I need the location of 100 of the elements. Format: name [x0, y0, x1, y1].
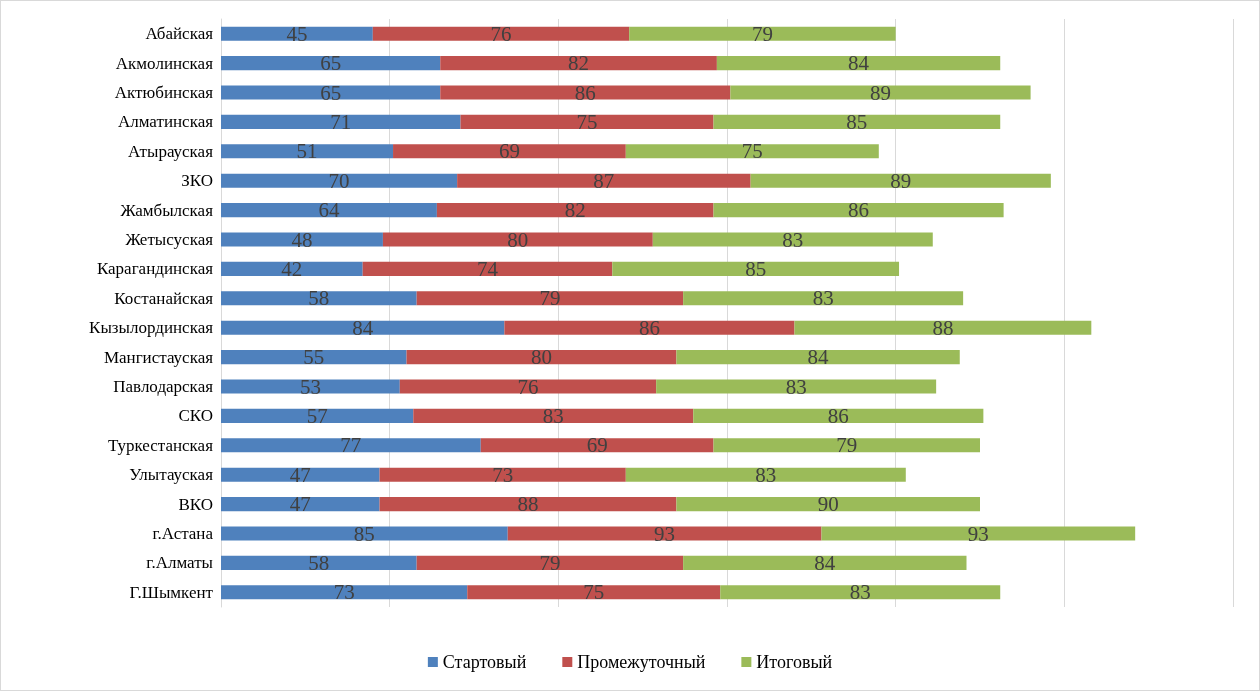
y-tick-label: г.Астана	[152, 524, 214, 543]
data-label: 45	[286, 21, 308, 46]
y-tick-label: Атырауская	[128, 141, 214, 161]
data-label: 84	[352, 315, 374, 340]
data-label: 80	[530, 345, 552, 370]
data-label: 86	[848, 198, 870, 223]
data-label: 84	[848, 51, 870, 76]
bar	[467, 585, 721, 600]
bar	[221, 438, 481, 453]
bar	[656, 379, 937, 394]
legend-label: Промежуточный	[577, 652, 706, 672]
data-label: 42	[281, 256, 303, 281]
bar	[625, 144, 879, 159]
bar	[652, 232, 933, 247]
bar	[221, 467, 380, 482]
data-label: 71	[330, 109, 352, 134]
data-label: 89	[869, 80, 891, 105]
data-label: 64	[318, 198, 340, 223]
bar	[221, 585, 468, 600]
data-label: 58	[308, 286, 330, 311]
bar	[612, 261, 900, 276]
data-label: 89	[890, 168, 912, 193]
bar	[416, 291, 684, 306]
data-label: 76	[490, 21, 512, 46]
bar	[379, 467, 626, 482]
data-label: 83	[755, 462, 777, 487]
data-label: 80	[507, 227, 529, 252]
bar	[382, 232, 653, 247]
data-label: 58	[308, 550, 330, 575]
data-label: 83	[785, 374, 807, 399]
data-label: 93	[967, 521, 989, 546]
bar	[507, 526, 822, 541]
bar	[720, 585, 1001, 600]
legend-label: Стартовый	[442, 652, 527, 672]
data-label: 88	[517, 492, 539, 517]
bar	[221, 261, 363, 276]
bar	[683, 291, 964, 306]
bar	[406, 350, 677, 365]
bar	[693, 408, 984, 423]
data-label: 83	[542, 403, 564, 428]
data-label: 79	[539, 550, 561, 575]
data-label: 82	[568, 51, 590, 76]
data-label: 53	[299, 374, 321, 399]
data-label: 75	[576, 109, 598, 134]
bar	[221, 85, 441, 100]
data-label: 83	[849, 580, 871, 605]
bar	[436, 203, 714, 218]
data-label: 90	[817, 492, 839, 517]
data-label: 70	[328, 168, 350, 193]
data-label: 51	[296, 139, 318, 164]
bar	[372, 26, 630, 41]
data-label: 85	[353, 521, 375, 546]
y-tick-label: Кызылординская	[89, 318, 214, 338]
bar	[713, 114, 1001, 129]
bar	[716, 56, 1001, 71]
bar	[629, 26, 896, 41]
data-label: 77	[340, 433, 362, 458]
data-label: 79	[539, 286, 561, 311]
bar	[440, 56, 717, 71]
data-label: 88	[932, 315, 954, 340]
y-tick-label: Павлодарская	[113, 377, 214, 396]
data-label: 47	[289, 462, 311, 487]
data-label: 79	[836, 433, 858, 458]
data-label: 86	[827, 403, 849, 428]
data-label: 79	[751, 21, 773, 46]
y-tick-label: Мангистауская	[103, 347, 214, 367]
bar	[457, 173, 751, 188]
bar	[393, 144, 626, 159]
bar	[221, 232, 383, 247]
bar	[221, 56, 441, 71]
data-label: 86	[574, 80, 596, 105]
data-label: 85	[745, 256, 767, 281]
legend-label: Итоговый	[756, 652, 833, 672]
bar	[221, 379, 400, 394]
bar	[221, 320, 505, 335]
bar	[730, 85, 1031, 100]
bar	[399, 379, 657, 394]
data-label: 76	[517, 374, 539, 399]
y-tick-label: Жамбылская	[120, 200, 214, 220]
data-label: 73	[492, 462, 514, 487]
data-label: 48	[291, 227, 313, 252]
y-tick-label: Г.Шымкент	[129, 582, 214, 602]
data-label: 47	[289, 492, 311, 517]
y-tick-label: ЗКО	[181, 171, 213, 191]
bar	[625, 467, 906, 482]
data-label: 93	[654, 521, 676, 546]
data-label: 83	[782, 227, 804, 252]
bar	[362, 261, 613, 276]
y-tick-label: Абайская	[145, 24, 214, 44]
bar	[221, 203, 437, 218]
bar	[713, 438, 980, 453]
data-label: 69	[498, 139, 520, 164]
data-label: 75	[583, 580, 605, 605]
data-label: 85	[846, 109, 868, 134]
bar	[221, 526, 508, 541]
data-label: 65	[320, 51, 342, 76]
y-tick-label: Актюбинская	[114, 83, 214, 102]
bar	[683, 555, 967, 570]
bar	[221, 114, 461, 129]
bar	[221, 291, 417, 306]
